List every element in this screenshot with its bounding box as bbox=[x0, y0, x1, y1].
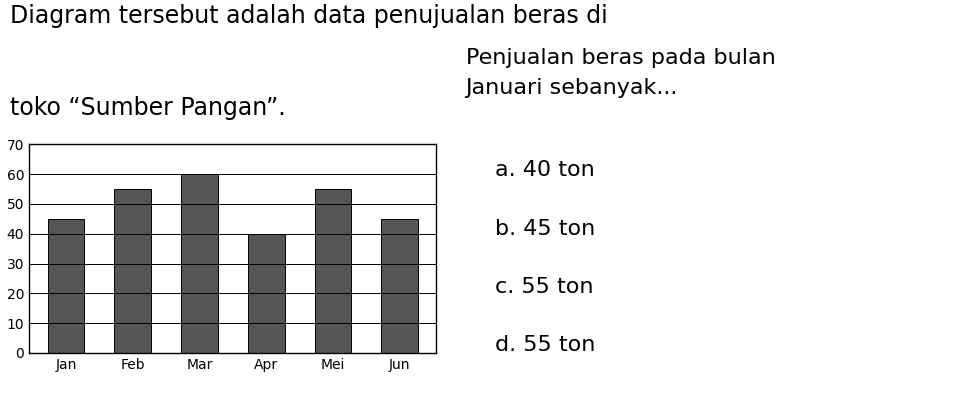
Bar bbox=[247, 234, 284, 353]
Bar bbox=[314, 189, 351, 353]
Text: d. 55 ton: d. 55 ton bbox=[494, 335, 594, 355]
Text: toko “Sumber Pangan”.: toko “Sumber Pangan”. bbox=[10, 96, 285, 120]
Text: Penjualan beras pada bulan
Januari sebanyak...: Penjualan beras pada bulan Januari seban… bbox=[465, 48, 774, 98]
Bar bbox=[181, 174, 218, 353]
Bar bbox=[47, 219, 84, 353]
Bar bbox=[381, 219, 418, 353]
Text: c. 55 ton: c. 55 ton bbox=[494, 277, 593, 297]
Bar bbox=[114, 189, 151, 353]
Text: b. 45 ton: b. 45 ton bbox=[494, 219, 594, 239]
Text: a. 40 ton: a. 40 ton bbox=[494, 160, 594, 180]
Text: Diagram tersebut adalah data penujualan beras di: Diagram tersebut adalah data penujualan … bbox=[10, 4, 607, 28]
